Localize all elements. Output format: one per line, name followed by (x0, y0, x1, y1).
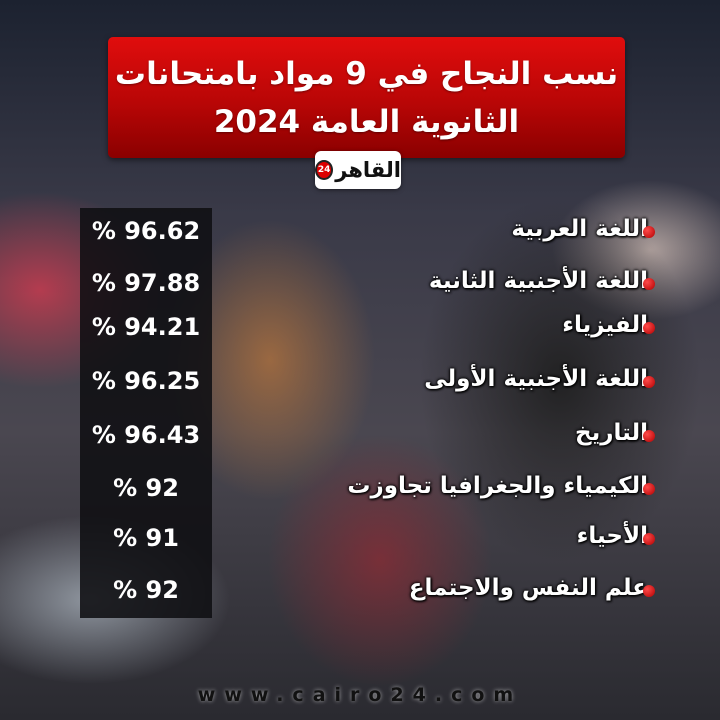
title-banner: نسب النجاح في 9 مواد بامتحانات الثانوية … (108, 37, 625, 158)
bullet-icon (643, 533, 655, 545)
subject-label: اللغة الأجنبية الأولى (424, 366, 648, 392)
bullet-icon (643, 585, 655, 597)
subject-label: اللغة الأجنبية الثانية (428, 268, 648, 294)
pass-rate-value: 92 % (113, 474, 179, 502)
title-line-2: الثانوية العامة 2024 (213, 103, 520, 140)
pass-rate-value: 91 % (113, 524, 179, 552)
cairo24-logo: القاهر 24 (315, 151, 401, 189)
bullet-icon (643, 322, 655, 334)
pass-rate-value: 94.21 % (91, 313, 201, 341)
subject-label: اللغة العربية (511, 216, 648, 242)
subject-label: التاريخ (575, 420, 648, 446)
bullet-icon (643, 483, 655, 495)
pass-rate-value: 96.43 % (91, 421, 201, 449)
bullet-icon (643, 226, 655, 238)
bullet-icon (643, 376, 655, 388)
title-line-1: نسب النجاح في 9 مواد بامتحانات (114, 55, 619, 92)
clock-24-icon: 24 (315, 160, 334, 180)
subject-label: علم النفس والاجتماع (408, 575, 648, 601)
bullet-icon (643, 278, 655, 290)
values-panel (80, 208, 212, 618)
pass-rate-value: 96.25 % (91, 367, 201, 395)
bullet-icon (643, 430, 655, 442)
logo-text: القاهر (335, 158, 401, 182)
subject-label: الفيزياء (562, 312, 648, 338)
pass-rate-value: 92 % (113, 576, 179, 604)
pass-rate-value: 96.62 % (91, 217, 201, 245)
subject-label: الكيمياء والجغرافيا تجاوزت (347, 473, 648, 499)
subject-label: الأحياء (576, 523, 648, 549)
pass-rate-value: 97.88 % (91, 269, 201, 297)
footer-website: www.cairo24.com (197, 684, 523, 706)
